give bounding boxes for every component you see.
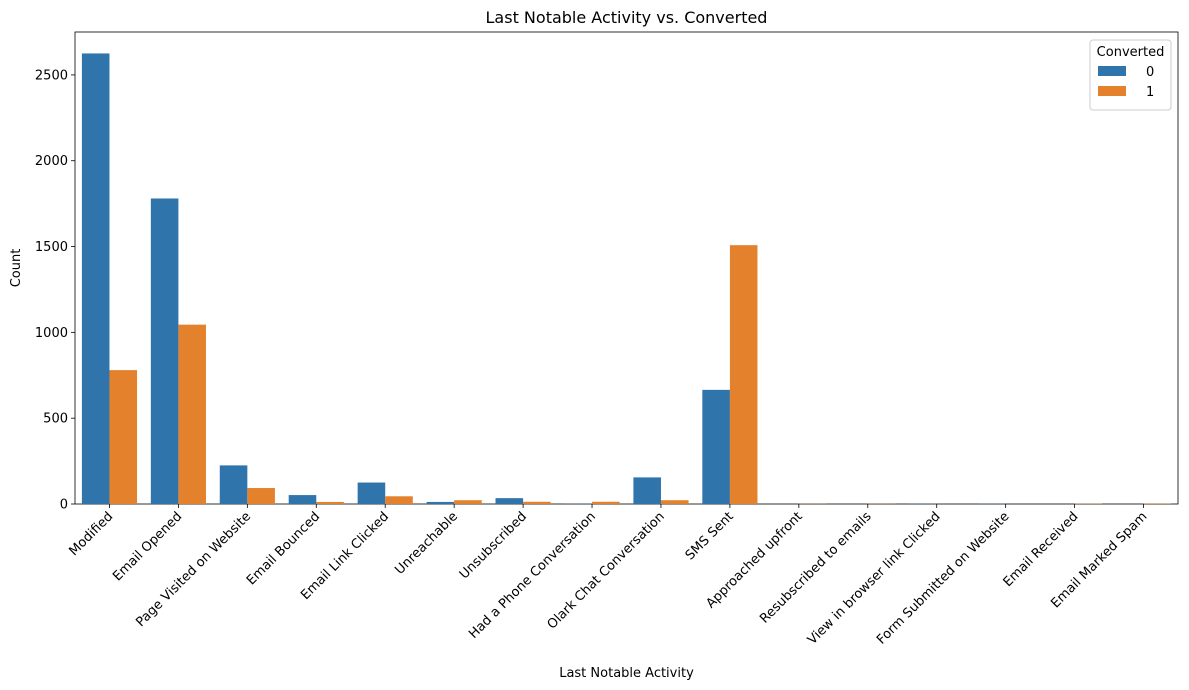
x-tick-label: Page Visited on Website (133, 509, 254, 630)
x-tick-label: Resubscribed to emails (757, 509, 875, 627)
x-tick-label: Olark Chat Conversation (545, 509, 668, 632)
bar-sms-sent-series-0 (702, 389, 730, 504)
y-tick-label: 1000 (35, 326, 68, 341)
bar-email-link-clicked-series-0 (357, 482, 386, 504)
bar-unreachable-series-0 (426, 501, 455, 504)
legend-swatch-0 (1098, 66, 1126, 76)
legend-swatch-1 (1098, 86, 1126, 96)
legend-label-0: 0 (1146, 65, 1154, 80)
y-tick-label: 2500 (35, 68, 68, 83)
x-tick-label: Unsubscribed (457, 509, 530, 582)
bar-sms-sent-series-1 (729, 245, 758, 504)
bar-email-link-clicked-series-1 (385, 496, 413, 504)
x-tick-label: View in browser link Clicked (805, 509, 944, 648)
x-tick-label: Email Opened (110, 509, 185, 584)
bar-email-opened-series-0 (150, 198, 179, 504)
y-axis-label: Count (9, 249, 24, 288)
plot-frame (74, 31, 1179, 505)
bar-page-visited-on-website-series-1 (247, 488, 275, 504)
bar-olark-chat-conversation-series-0 (633, 477, 661, 504)
legend: Converted 0 1 (1089, 39, 1172, 111)
bar-page-visited-on-website-series-0 (219, 465, 248, 504)
bar-had-a-phone-conversation-series-1 (592, 501, 620, 504)
y-tick-label: 1500 (35, 240, 68, 255)
legend-title: Converted (1097, 45, 1165, 60)
x-tick-label: Had a Phone Conversation (466, 509, 599, 642)
y-tick-label: 0 (60, 498, 68, 513)
x-axis-label: Last Notable Activity (559, 666, 694, 681)
bar-unreachable-series-1 (454, 500, 482, 504)
x-tick-label: Modified (66, 509, 116, 559)
bar-modified-series-0 (81, 53, 110, 505)
bars-group (81, 53, 1172, 505)
x-tick-label: Form Submitted on Website (874, 509, 1012, 647)
plot-area (74, 31, 1179, 505)
bar-unsubscribed-series-0 (495, 498, 524, 504)
bar-unsubscribed-series-1 (523, 501, 551, 504)
bar-email-bounced-series-1 (316, 501, 344, 504)
y-axis-ticks: 0 500 1000 1500 2000 2500 (35, 68, 75, 513)
bar-modified-series-1 (109, 370, 138, 504)
x-tick-label: Email Received (1001, 509, 1082, 590)
x-tick-label: Email Bounced (244, 509, 323, 588)
bar-olark-chat-conversation-series-1 (660, 500, 689, 504)
y-tick-label: 500 (43, 412, 68, 427)
legend-label-1: 1 (1146, 85, 1154, 100)
x-tick-label: SMS Sent (683, 509, 737, 563)
y-tick-label: 2000 (35, 154, 68, 169)
chart-title: Last Notable Activity vs. Converted (486, 8, 768, 27)
bar-email-bounced-series-0 (288, 495, 317, 504)
bar-email-opened-series-1 (178, 324, 206, 504)
x-tick-label: Unreachable (392, 509, 461, 578)
